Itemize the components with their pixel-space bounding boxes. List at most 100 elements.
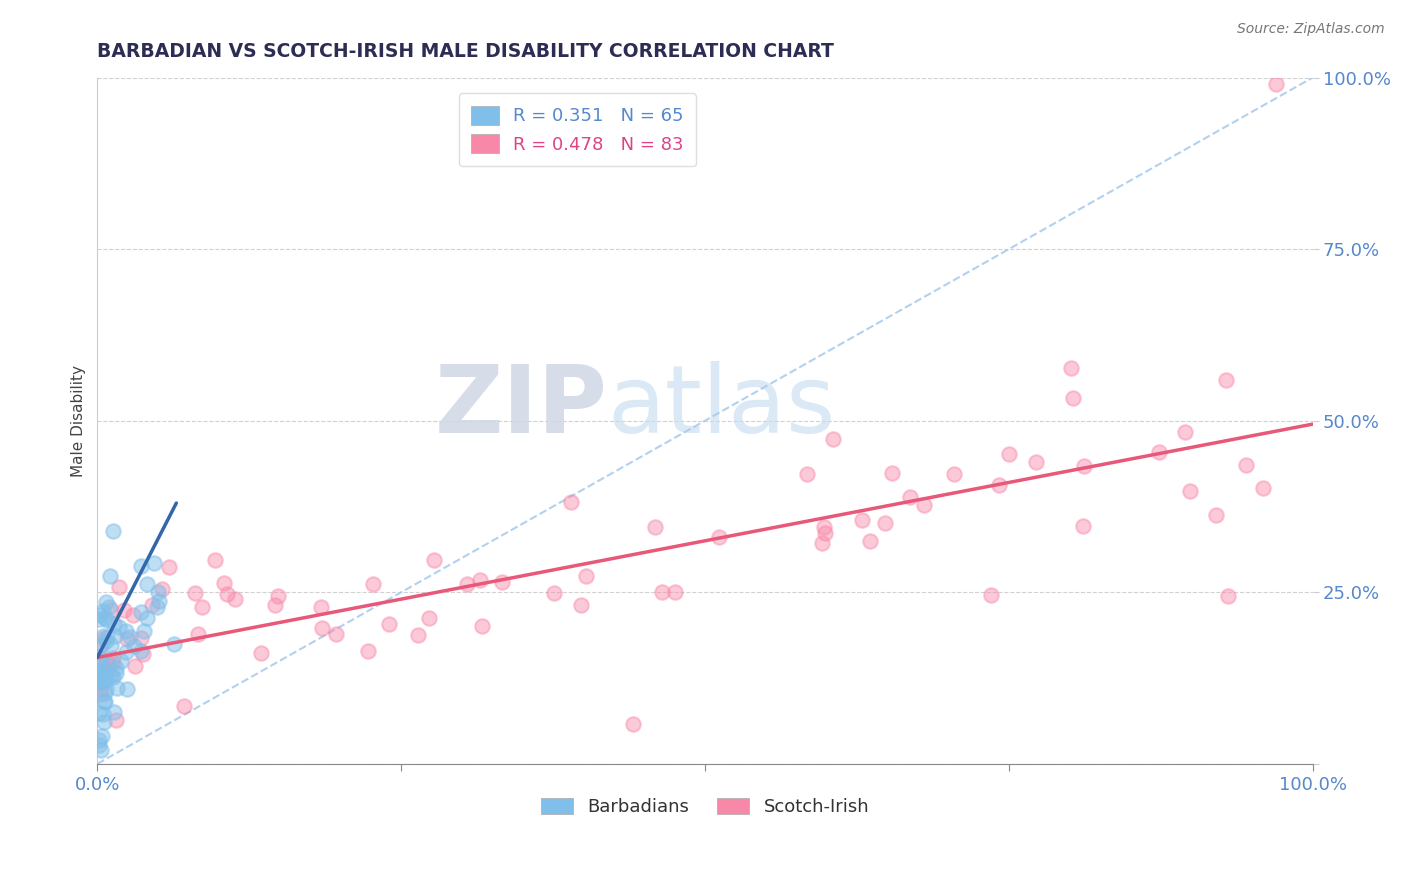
Point <box>266 589 288 603</box>
Point <box>214 575 236 590</box>
Point <box>141 598 163 612</box>
Point <box>89 640 111 654</box>
Point <box>104 713 127 727</box>
Point <box>93 714 115 729</box>
Point <box>89 659 111 673</box>
Point <box>94 610 117 624</box>
Point <box>90 637 112 651</box>
Point <box>811 535 834 549</box>
Point <box>1178 483 1201 498</box>
Point <box>1174 425 1197 439</box>
Point <box>325 627 347 641</box>
Point <box>87 739 110 753</box>
Point <box>880 466 903 480</box>
Point <box>104 660 127 674</box>
Point <box>87 612 110 626</box>
Point <box>422 553 444 567</box>
Point <box>813 526 835 541</box>
Point <box>91 665 114 679</box>
Point <box>456 577 478 591</box>
Point <box>418 611 440 625</box>
Point <box>796 467 818 481</box>
Point <box>1236 458 1258 472</box>
Point <box>146 584 169 599</box>
Point <box>101 650 124 665</box>
Point <box>998 447 1021 461</box>
Point <box>91 706 114 721</box>
Point <box>1215 373 1237 387</box>
Point <box>264 598 287 612</box>
Point <box>91 629 114 643</box>
Point <box>1062 392 1084 406</box>
Point <box>311 621 333 635</box>
Point <box>309 599 332 614</box>
Point <box>980 588 1002 602</box>
Point <box>173 699 195 714</box>
Point <box>621 717 644 731</box>
Point <box>94 673 117 687</box>
Point <box>943 467 966 482</box>
Point <box>115 632 138 646</box>
Point <box>131 644 153 658</box>
Point <box>129 558 152 573</box>
Point <box>146 599 169 614</box>
Point <box>873 516 896 531</box>
Point <box>136 611 159 625</box>
Point <box>1025 455 1047 469</box>
Point <box>90 667 112 681</box>
Point <box>103 616 125 631</box>
Point <box>93 671 115 685</box>
Point <box>87 706 110 720</box>
Point <box>101 524 124 538</box>
Point <box>115 682 138 697</box>
Point <box>813 520 835 534</box>
Point <box>821 432 844 446</box>
Point <box>89 608 111 623</box>
Point <box>543 586 565 600</box>
Point <box>491 575 513 590</box>
Point <box>89 681 111 696</box>
Point <box>96 613 118 627</box>
Text: Source: ZipAtlas.com: Source: ZipAtlas.com <box>1237 22 1385 37</box>
Point <box>101 656 124 670</box>
Point <box>851 513 873 527</box>
Point <box>987 478 1010 492</box>
Point <box>90 666 112 681</box>
Point <box>575 569 598 583</box>
Point <box>859 533 882 548</box>
Point <box>157 559 180 574</box>
Point <box>136 577 159 591</box>
Point <box>105 681 128 695</box>
Point <box>377 616 399 631</box>
Point <box>148 594 170 608</box>
Point <box>101 670 124 684</box>
Point <box>651 585 673 599</box>
Point <box>103 706 125 720</box>
Text: atlas: atlas <box>607 361 837 453</box>
Point <box>560 495 582 509</box>
Point <box>122 608 145 623</box>
Y-axis label: Male Disability: Male Disability <box>72 365 86 476</box>
Point <box>471 619 494 633</box>
Point <box>143 556 166 570</box>
Text: BARBADIAN VS SCOTCH-IRISH MALE DISABILITY CORRELATION CHART: BARBADIAN VS SCOTCH-IRISH MALE DISABILIT… <box>97 42 834 61</box>
Point <box>100 638 122 652</box>
Point <box>118 631 141 645</box>
Point <box>912 498 935 512</box>
Point <box>1265 78 1288 92</box>
Point <box>104 629 127 643</box>
Point <box>1216 589 1239 603</box>
Point <box>664 585 686 599</box>
Point <box>97 599 120 614</box>
Point <box>90 652 112 666</box>
Point <box>129 631 152 645</box>
Point <box>94 673 117 687</box>
Point <box>357 644 380 658</box>
Point <box>91 604 114 618</box>
Point <box>89 650 111 665</box>
Point <box>1205 508 1227 522</box>
Point <box>87 733 110 747</box>
Point <box>104 666 127 681</box>
Point <box>204 552 226 566</box>
Point <box>87 672 110 686</box>
